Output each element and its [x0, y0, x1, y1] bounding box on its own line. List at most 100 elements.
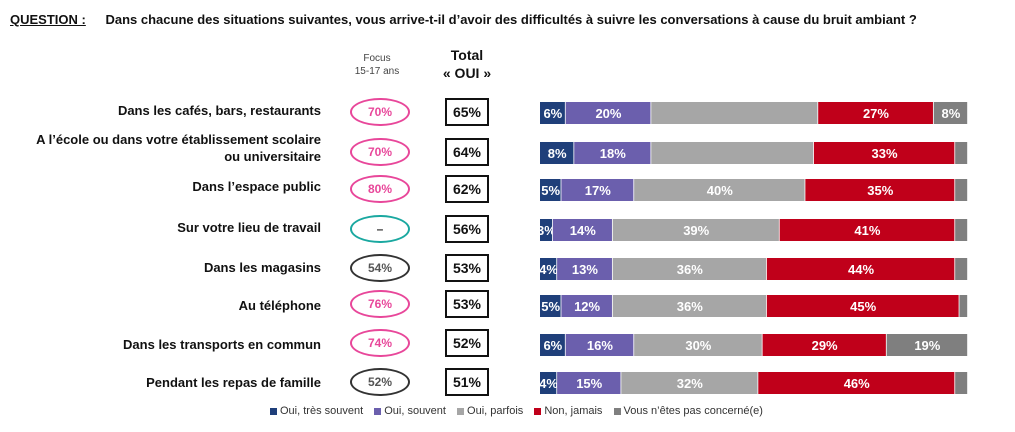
bar-segment-r6-s0: [540, 334, 565, 356]
bar-segment-r4-s2: [612, 258, 767, 280]
bar-label-r0-s4: 8%: [941, 106, 960, 121]
bar-segment-r1-s4: [955, 142, 968, 164]
bar-label-r7-s1: 15%: [576, 376, 602, 391]
bar-label-r5-s0: 5%: [541, 299, 560, 314]
bar-label-r0-s3: 27%: [863, 106, 889, 121]
bar-label-r6-s1: 16%: [587, 338, 613, 353]
focus-value-transports: 74%: [350, 329, 410, 357]
legend-item-tres-souvent: Oui, très souvent: [270, 405, 363, 417]
bar-label-r4-s0: 4%: [540, 262, 558, 277]
row-label-cafes: Dans les cafés, bars, restaurants: [117, 103, 321, 118]
bar-segment-r0-s2: [651, 102, 818, 124]
bar-label-r4-s2: 36%: [677, 262, 703, 277]
bar-segment-r0-s1: [565, 102, 651, 124]
bar-segment-r4-s0: [540, 258, 557, 280]
bar-segment-r6-s2: [634, 334, 762, 356]
bar-segment-r2-s4: [955, 179, 968, 201]
focus-value-telephone: 76%: [350, 290, 410, 318]
total-value-repas: 51%: [445, 368, 489, 396]
row-label-repas: Pendant les repas de famille: [146, 375, 321, 390]
legend-swatch-non-concerne: [613, 407, 621, 415]
bar-segment-r7-s2: [621, 372, 758, 394]
bar-segment-r6-s4: [886, 334, 968, 356]
bar-segment-r0-s0: [540, 102, 565, 124]
legend-label-non-concerne: Vous n’êtes pas concerné(e): [623, 405, 763, 417]
focus-header-line1: Focus: [363, 53, 391, 64]
legend-swatch-jamais: [534, 407, 542, 415]
bar-label-r6-s2: 30%: [685, 338, 711, 353]
bar-segment-r5-s4: [959, 295, 968, 317]
bar-label-r6-s0: 6%: [543, 338, 562, 353]
bar-label-r1-s1: 18%: [600, 146, 626, 161]
bar-segment-r3-s4: [955, 219, 968, 241]
bar-segment-r5-s3: [766, 295, 959, 317]
total-value-cafes: 65%: [445, 98, 489, 126]
bar-segment-r6-s1: [565, 334, 634, 356]
bar-segment-r0-s3: [818, 102, 933, 124]
bar-segment-r2-s0: [540, 179, 561, 201]
bar-label-r7-s2: 32%: [677, 376, 703, 391]
total-header-line2: « OUI »: [442, 65, 492, 81]
bar-segment-r4-s3: [766, 258, 955, 280]
bar-label-r2-s3: 35%: [867, 183, 893, 198]
focus-column-header: Focus 15-17 ans: [348, 52, 406, 78]
bar-segment-r2-s1: [561, 179, 634, 201]
bar-segment-r3-s0: [540, 219, 553, 241]
bar-label-r3-s3: 41%: [854, 223, 880, 238]
bar-segment-r7-s1: [557, 372, 621, 394]
bar-label-r2-s0: 5%: [541, 183, 560, 198]
legend-swatch-parfois: [457, 407, 465, 415]
bar-segment-r1-s3: [813, 142, 955, 164]
legend-label-tres-souvent: Oui, très souvent: [280, 405, 364, 417]
bar-label-r5-s2: 36%: [677, 299, 703, 314]
question-text: Dans chacune des situations suivantes, v…: [105, 12, 917, 27]
bar-segment-r7-s3: [758, 372, 955, 394]
bar-segment-r3-s1: [552, 219, 612, 241]
legend-label-souvent: Oui, souvent: [384, 405, 446, 417]
bar-label-r0-s0: 6%: [543, 106, 562, 121]
row-label-ecole: A l’école ou dans votre établissement sc…: [36, 132, 321, 164]
focus-value-cafes: 70%: [350, 98, 410, 126]
bar-label-r3-s2: 39%: [683, 223, 709, 238]
legend-label-parfois: Oui, parfois: [467, 405, 524, 417]
bar-label-r2-s2: 40%: [707, 183, 733, 198]
bar-segment-r2-s3: [805, 179, 955, 201]
total-value-telephone: 53%: [445, 290, 489, 318]
focus-value-travail: –: [350, 215, 410, 243]
bar-label-r6-s3: 29%: [812, 338, 838, 353]
question-label: QUESTION :: [10, 12, 86, 27]
bar-segment-r3-s3: [779, 219, 955, 241]
bar-segment-r2-s2: [634, 179, 805, 201]
legend-swatch-tres-souvent: [270, 407, 277, 415]
focus-value-ecole: 70%: [350, 138, 410, 166]
row-label-travail: Sur votre lieu de travail: [177, 220, 321, 235]
focus-header-line2: 15-17 ans: [354, 66, 400, 77]
bar-label-r6-s4: 19%: [914, 338, 940, 353]
row-label-telephone: Au téléphone: [238, 298, 321, 313]
legend-swatch-souvent: [374, 407, 382, 415]
legend: Oui, très souvent Oui, souvent Oui, parf…: [270, 405, 771, 417]
focus-value-magasins: 54%: [350, 254, 410, 282]
bar-label-r0-s1: 20%: [595, 106, 621, 121]
total-value-ecole: 64%: [445, 138, 489, 166]
legend-item-non-concerne: Vous n’êtes pas concerné(e): [613, 405, 763, 417]
total-value-transports: 52%: [445, 329, 489, 357]
bar-segment-r7-s4: [955, 372, 968, 394]
legend-item-parfois: Oui, parfois: [457, 405, 523, 417]
total-value-magasins: 53%: [445, 254, 489, 282]
bar-segment-r1-s1: [574, 142, 651, 164]
row-label-espace-public: Dans l’espace public: [192, 179, 321, 194]
total-value-espace-public: 62%: [445, 175, 489, 203]
total-column-header: Total « OUI »: [432, 46, 502, 82]
bar-label-r5-s3: 45%: [850, 299, 876, 314]
focus-value-espace-public: 80%: [350, 175, 410, 203]
bar-label-r2-s1: 17%: [585, 183, 611, 198]
bar-segment-r4-s1: [557, 258, 612, 280]
bar-segment-r4-s4: [955, 258, 968, 280]
bar-segment-r5-s2: [612, 295, 767, 317]
bar-segment-r5-s0: [540, 295, 561, 317]
stacked-bar-chart: 6% 20% 27% 8% 8% 18% 33% 5% 17% 40% 35% 3% 14% 39% 41%…: [540, 102, 968, 394]
legend-item-jamais: Non, jamais: [534, 405, 602, 417]
legend-label-jamais: Non, jamais: [544, 405, 603, 417]
question-line: QUESTION : Dans chacune des situations s…: [10, 12, 917, 27]
